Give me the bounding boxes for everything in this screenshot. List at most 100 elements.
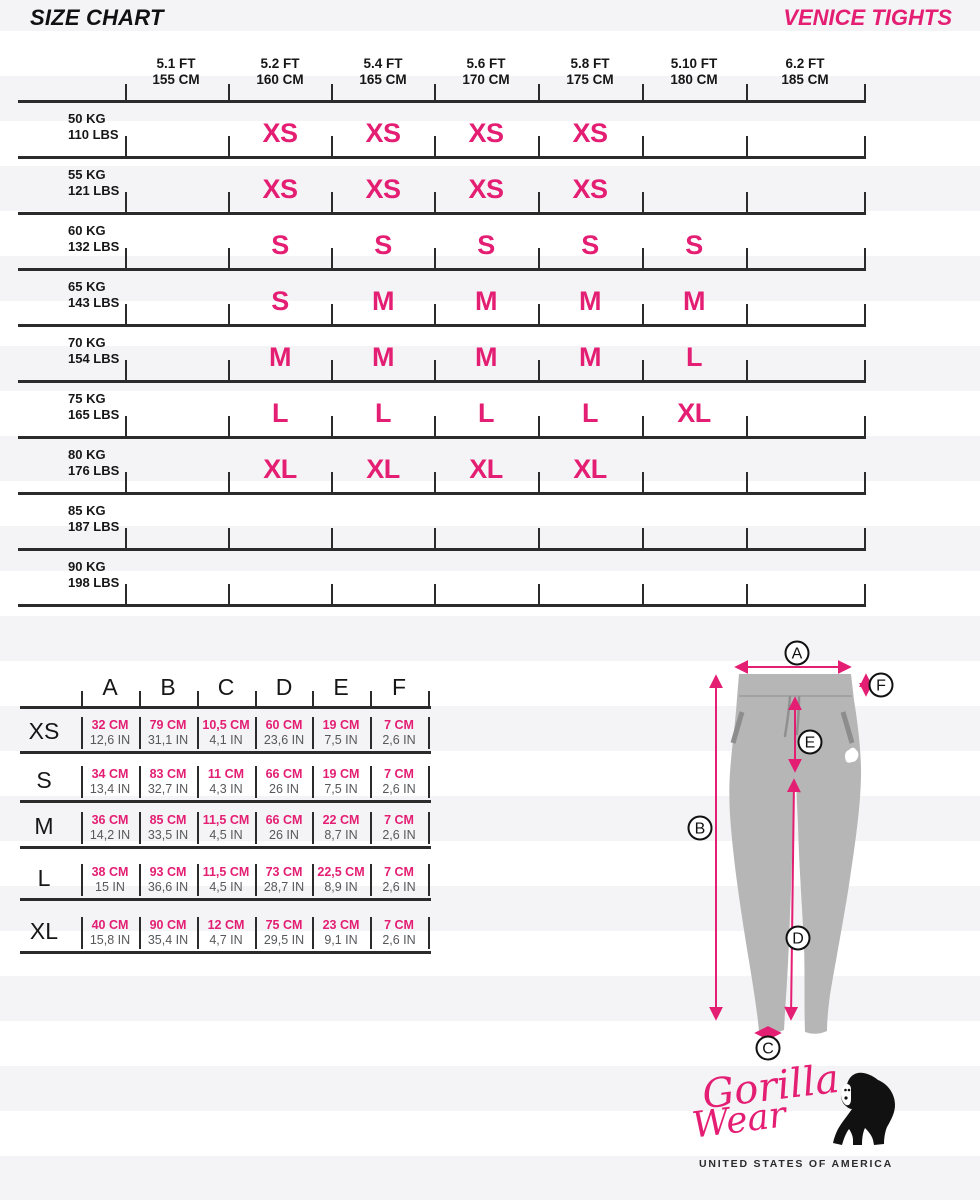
size-cell: L: [582, 398, 599, 428]
value-in: 33,5 IN: [147, 828, 189, 842]
size-cell: XL: [366, 454, 400, 484]
label-B-text: B: [695, 821, 706, 838]
value-in: 9,1 IN: [324, 933, 358, 947]
size-cell: XS: [468, 174, 504, 204]
size-cell: XL: [677, 398, 711, 428]
size-cell: M: [269, 342, 292, 372]
value-in: 4,1 IN: [209, 733, 243, 747]
size-cell: XS: [365, 174, 401, 204]
value-cm: 32 CM: [91, 718, 129, 732]
size-cell: XS: [365, 118, 401, 148]
measure-cell: 93 CM 36,6 IN: [139, 864, 197, 895]
arrow-D: [784, 778, 801, 1021]
value-cm: 34 CM: [91, 767, 129, 781]
tights-silhouette: [729, 674, 861, 1034]
measure-cell: 66 CM 26 IN: [255, 812, 313, 843]
height-ft: 5.10 FT: [670, 56, 718, 71]
weight-kg: 55 KG: [68, 167, 106, 182]
value-in: 29,5 IN: [263, 933, 305, 947]
measure-cell: 60 CM 23,6 IN: [255, 717, 313, 748]
measure-cell: 73 CM 28,7 IN: [255, 864, 313, 895]
size-cell: S: [477, 230, 495, 260]
label-C-text: C: [762, 1041, 774, 1058]
value-in: 15 IN: [95, 880, 125, 894]
height-ft: 6.2 FT: [785, 56, 825, 71]
size-cell: S: [685, 230, 703, 260]
measure-cell: 19 CM 7,5 IN: [312, 766, 370, 797]
row-axis-line: [18, 528, 866, 551]
value-cm: 90 CM: [149, 918, 187, 932]
measure-row: 34 CM 13,4 IN 83 CM 32,7 IN 11 CM 4,3 IN 66…: [20, 764, 431, 803]
size-cell: M: [475, 342, 498, 372]
header-axis-line: [18, 82, 866, 103]
tights-measure-diagram: A F B E D C: [687, 640, 894, 1061]
size-cell: S: [374, 230, 392, 260]
label-A: A: [784, 640, 810, 666]
height-ft: 5.2 FT: [260, 56, 300, 71]
value-cm: 7 CM: [384, 918, 414, 932]
value-cm: 40 CM: [91, 918, 129, 932]
measure-cell: 12 CM 4,7 IN: [197, 917, 255, 948]
value-in: 4,7 IN: [209, 933, 243, 947]
label-C: C: [755, 1035, 781, 1061]
measure-header-line: [20, 690, 431, 709]
height-ft: 5.4 FT: [363, 56, 403, 71]
value-in: 8,7 IN: [324, 828, 358, 842]
measure-cell: 23 CM 9,1 IN: [312, 917, 370, 948]
measure-row: 32 CM 12,6 IN 79 CM 31,1 IN 10,5 CM 4,1 IN …: [20, 715, 431, 754]
size-cell: L: [375, 398, 392, 428]
value-cm: 11 CM: [207, 767, 245, 781]
measure-cell: 7 CM 2,6 IN: [370, 864, 428, 895]
gorilla-hip-logo: [845, 747, 859, 763]
label-D: D: [785, 925, 811, 951]
label-A-text: A: [792, 646, 803, 663]
measure-cell: 38 CM 15 IN: [81, 864, 139, 895]
value-cm: 83 CM: [149, 767, 187, 781]
measure-cell: 10,5 CM 4,1 IN: [197, 717, 255, 748]
size-cell: M: [372, 286, 395, 316]
value-in: 7,5 IN: [324, 733, 358, 747]
size-cell: XL: [263, 454, 297, 484]
value-cm: 66 CM: [265, 767, 303, 781]
value-in: 2,6 IN: [382, 933, 416, 947]
value-in: 2,6 IN: [382, 880, 416, 894]
value-cm: 19 CM: [322, 718, 360, 732]
gorilla-icon: [833, 1072, 895, 1145]
value-in: 4,3 IN: [209, 782, 243, 796]
value-cm: 7 CM: [384, 813, 414, 827]
size-cell: L: [478, 398, 495, 428]
value-cm: 93 CM: [149, 865, 187, 879]
row-axis-line: [18, 192, 866, 215]
value-in: 8,9 IN: [324, 880, 358, 894]
value-cm: 66 CM: [265, 813, 303, 827]
value-cm: 73 CM: [265, 865, 303, 879]
measure-cell: 79 CM 31,1 IN: [139, 717, 197, 748]
row-axis-line: [18, 136, 866, 159]
measure-cell: 83 CM 32,7 IN: [139, 766, 197, 797]
row-axis-line: [18, 472, 866, 495]
value-in: 31,1 IN: [147, 733, 189, 747]
value-cm: 85 CM: [149, 813, 187, 827]
size-cell: S: [581, 230, 599, 260]
row-axis-line: [18, 584, 866, 607]
value-in: 36,6 IN: [147, 880, 189, 894]
brand-subtitle: UNITED STATES OF AMERICA: [698, 1158, 894, 1170]
value-cm: 22 CM: [322, 813, 360, 827]
weight-kg: 85 KG: [68, 503, 106, 518]
row-axis-line: [18, 360, 866, 383]
size-cell: XS: [262, 118, 298, 148]
value-in: 4,5 IN: [209, 880, 243, 894]
label-E: E: [797, 729, 823, 755]
value-cm: 22,5 CM: [317, 865, 365, 879]
value-cm: 60 CM: [265, 718, 303, 732]
size-cell: S: [271, 286, 289, 316]
value-in: 4,5 IN: [209, 828, 243, 842]
size-cell: XS: [468, 118, 504, 148]
value-cm: 75 CM: [265, 918, 303, 932]
value-cm: 10,5 CM: [202, 718, 250, 732]
product-name: VENICE TIGHTS: [783, 5, 952, 30]
value-cm: 12 CM: [207, 918, 245, 932]
value-cm: 79 CM: [149, 718, 187, 732]
size-cell: M: [372, 342, 395, 372]
size-cell: L: [272, 398, 289, 428]
